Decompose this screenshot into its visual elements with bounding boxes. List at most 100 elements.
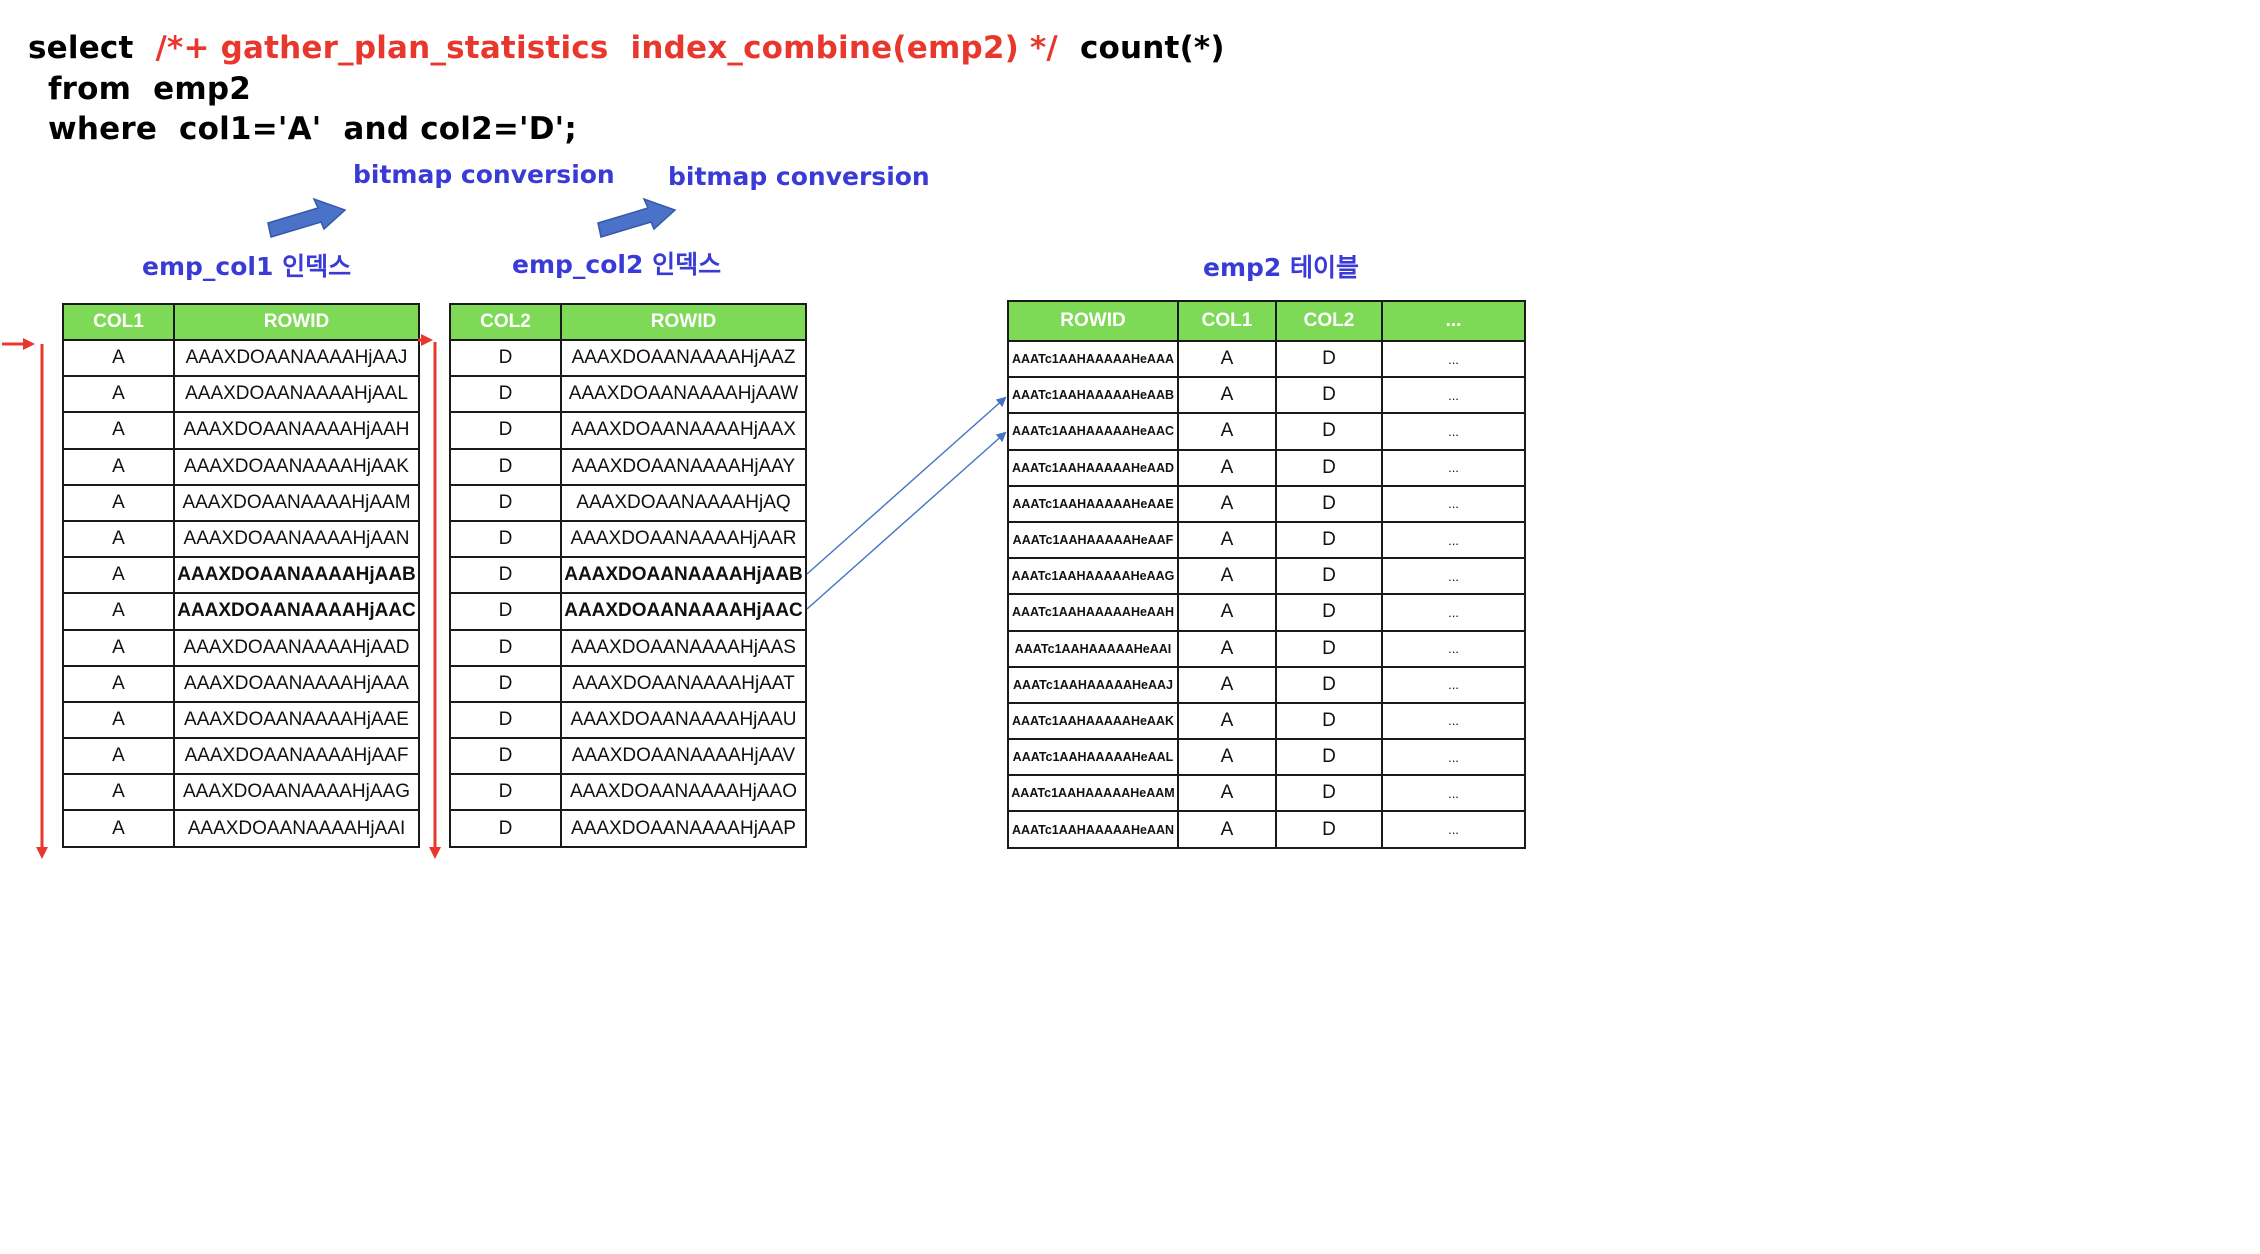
table-row: A AAAXDOAANAAAAHjAAI	[62, 809, 420, 848]
rowid-cell: AAAXDOAANAAAAHjAAB	[173, 556, 420, 595]
table-row: D AAAXDOAANAAAAHjAAX	[449, 411, 807, 450]
table-row: AAATc1AAHAAAAAHeAAJ A D...	[1007, 665, 1526, 704]
table-row: A AAAXDOAANAAAAHjAAL	[62, 375, 420, 414]
table-row: AAATc1AAHAAAAAHeAAF A D...	[1007, 520, 1526, 560]
col2-cell: D	[449, 700, 562, 740]
sql-line-2: from emp2	[48, 71, 252, 107]
header-rowid: ROWID	[560, 303, 807, 341]
header-col2: COL2	[449, 303, 562, 341]
col2-cell: D	[449, 773, 562, 812]
table-row: A AAAXDOAANAAAAHjAAH	[62, 411, 420, 450]
sql-select-keyword: select	[28, 30, 134, 66]
rowid-cell: AAAXDOAANAAAAHjAAL	[173, 375, 420, 414]
rowid-cell: AAATc1AAHAAAAAHeAAF	[1007, 520, 1179, 560]
col2-cell: D	[449, 447, 562, 486]
col2-cell: D	[1275, 448, 1383, 487]
table-row: AAATc1AAHAAAAAHeAAK A D...	[1007, 701, 1526, 741]
index1-scan-arrow	[2, 338, 48, 859]
col1-cell: A	[1177, 339, 1277, 379]
header-col1: COL1	[1177, 300, 1277, 342]
rowid-cell: AAAXDOAANAAAAHjAAC	[560, 592, 807, 631]
table-row: AAATc1AAHAAAAAHeAAN A D...	[1007, 810, 1526, 849]
table-row: D AAAXDOAANAAAAHjAAZ	[449, 338, 807, 378]
table-row: A AAAXDOAANAAAAHjAAC	[62, 592, 420, 631]
col1-cell: A	[1177, 376, 1277, 415]
rowid-cell: AAAXDOAANAAAAHjAAT	[560, 664, 807, 703]
header-more: ...	[1381, 300, 1526, 342]
rowid-cell: AAAXDOAANAAAAHjAAA	[173, 664, 420, 703]
table-row: D AAAXDOAANAAAAHjAAC	[449, 592, 807, 631]
col2-cell: D	[1275, 738, 1383, 777]
emp-col1-index-table: COL1 ROWID A AAAXDOAANAAAAHjAAJ A AAAXDOAAN…	[62, 303, 420, 848]
rowid-cell: AAATc1AAHAAAAAHeAAB	[1007, 376, 1179, 415]
col1-cell: A	[62, 375, 175, 414]
sql-count-expression: count(*)	[1079, 30, 1225, 66]
table-row: AAATc1AAHAAAAAHeAAC A D...	[1007, 412, 1526, 451]
col1-cell: A	[1177, 448, 1277, 487]
table-row: AAATc1AAHAAAAAHeAAM A D...	[1007, 774, 1526, 813]
rowid-cell: AAAXDOAANAAAAHjAAB	[560, 556, 807, 595]
table-title: emp2 테이블	[1203, 253, 1359, 282]
col2-cell: D	[1275, 339, 1383, 379]
col2-cell: D	[1275, 701, 1383, 741]
col1-cell: A	[1177, 738, 1277, 777]
rowid-cell: AAATc1AAHAAAAAHeAAK	[1007, 701, 1179, 741]
rowid-cell: AAAXDOAANAAAAHjAAS	[560, 628, 807, 667]
rowid-cell: AAAXDOAANAAAAHjAAI	[173, 809, 420, 848]
col1-cell: A	[1177, 520, 1277, 560]
header-rowid: ROWID	[1007, 300, 1179, 342]
rowid-cell: AAATc1AAHAAAAAHeAAE	[1007, 484, 1179, 523]
col1-cell: A	[1177, 629, 1277, 668]
rowid-cell: AAAXDOAANAAAAHjAAC	[173, 592, 420, 631]
table-row: AAATc1AAHAAAAAHeAAA A D...	[1007, 339, 1526, 379]
table-row: A AAAXDOAANAAAAHjAAE	[62, 700, 420, 740]
table-row: D AAAXDOAANAAAAHjAAB	[449, 556, 807, 595]
rowid-cell: AAAXDOAANAAAAHjAAD	[173, 628, 420, 667]
table-row: A AAAXDOAANAAAAHjAAD	[62, 628, 420, 667]
table-row: D AAAXDOAANAAAAHjAQ	[449, 483, 807, 522]
col1-cell: A	[62, 737, 175, 776]
rowid-cell: AAAXDOAANAAAAHjAAR	[560, 519, 807, 559]
more-cell: ...	[1381, 448, 1526, 487]
table-row: AAATc1AAHAAAAAHeAAG A D...	[1007, 557, 1526, 596]
col1-cell: A	[62, 338, 175, 378]
col2-cell: D	[1275, 665, 1383, 704]
rowid-cell: AAAXDOAANAAAAHjAAG	[173, 773, 420, 812]
bitmap-conversion-label-1: bitmap conversion	[353, 160, 615, 189]
more-cell: ...	[1381, 593, 1526, 632]
table-row: D AAAXDOAANAAAAHjAAU	[449, 700, 807, 740]
table-row: AAATc1AAHAAAAAHeAAI A D...	[1007, 629, 1526, 668]
col2-cell: D	[449, 375, 562, 414]
table-row: A AAAXDOAANAAAAHjAAB	[62, 556, 420, 595]
more-cell: ...	[1381, 701, 1526, 741]
rowid-cell: AAATc1AAHAAAAAHeAAM	[1007, 774, 1179, 813]
conversion-arrow-1	[267, 197, 347, 238]
col1-cell: A	[62, 592, 175, 631]
col1-cell: A	[1177, 810, 1277, 849]
col2-cell: D	[1275, 412, 1383, 451]
conversion-arrow-2	[597, 197, 677, 238]
col2-cell: D	[1275, 484, 1383, 523]
table-row: A AAAXDOAANAAAAHjAAG	[62, 773, 420, 812]
table-row: A AAAXDOAANAAAAHjAAJ	[62, 338, 420, 378]
table-row: D AAAXDOAANAAAAHjAAO	[449, 773, 807, 812]
col2-cell: D	[449, 664, 562, 703]
table-row: D AAAXDOAANAAAAHjAAY	[449, 447, 807, 486]
col2-cell: D	[449, 592, 562, 631]
rowid-cell: AAATc1AAHAAAAAHeAAI	[1007, 629, 1179, 668]
header-col1: COL1	[62, 303, 175, 341]
rowid-cell: AAATc1AAHAAAAAHeAAG	[1007, 557, 1179, 596]
header-col2: COL2	[1275, 300, 1383, 342]
sql-optimizer-hint: /*+ gather_plan_statistics index_combine…	[155, 30, 1058, 66]
rowid-cell: AAAXDOAANAAAAHjAAZ	[560, 338, 807, 378]
diagram-canvas: select /*+ gather_plan_statistics index_…	[0, 0, 1568, 870]
col1-cell: A	[1177, 774, 1277, 813]
more-cell: ...	[1381, 412, 1526, 451]
col1-cell: A	[62, 628, 175, 667]
rowid-cell: AAAXDOAANAAAAHjAAU	[560, 700, 807, 740]
table-row: AAATc1AAHAAAAAHeAAD A D...	[1007, 448, 1526, 487]
col2-cell: D	[449, 338, 562, 378]
col1-cell: A	[1177, 665, 1277, 704]
sql-line-1: select /*+ gather_plan_statistics index_…	[28, 28, 1225, 68]
rowid-cell: AAATc1AAHAAAAAHeAAC	[1007, 412, 1179, 451]
